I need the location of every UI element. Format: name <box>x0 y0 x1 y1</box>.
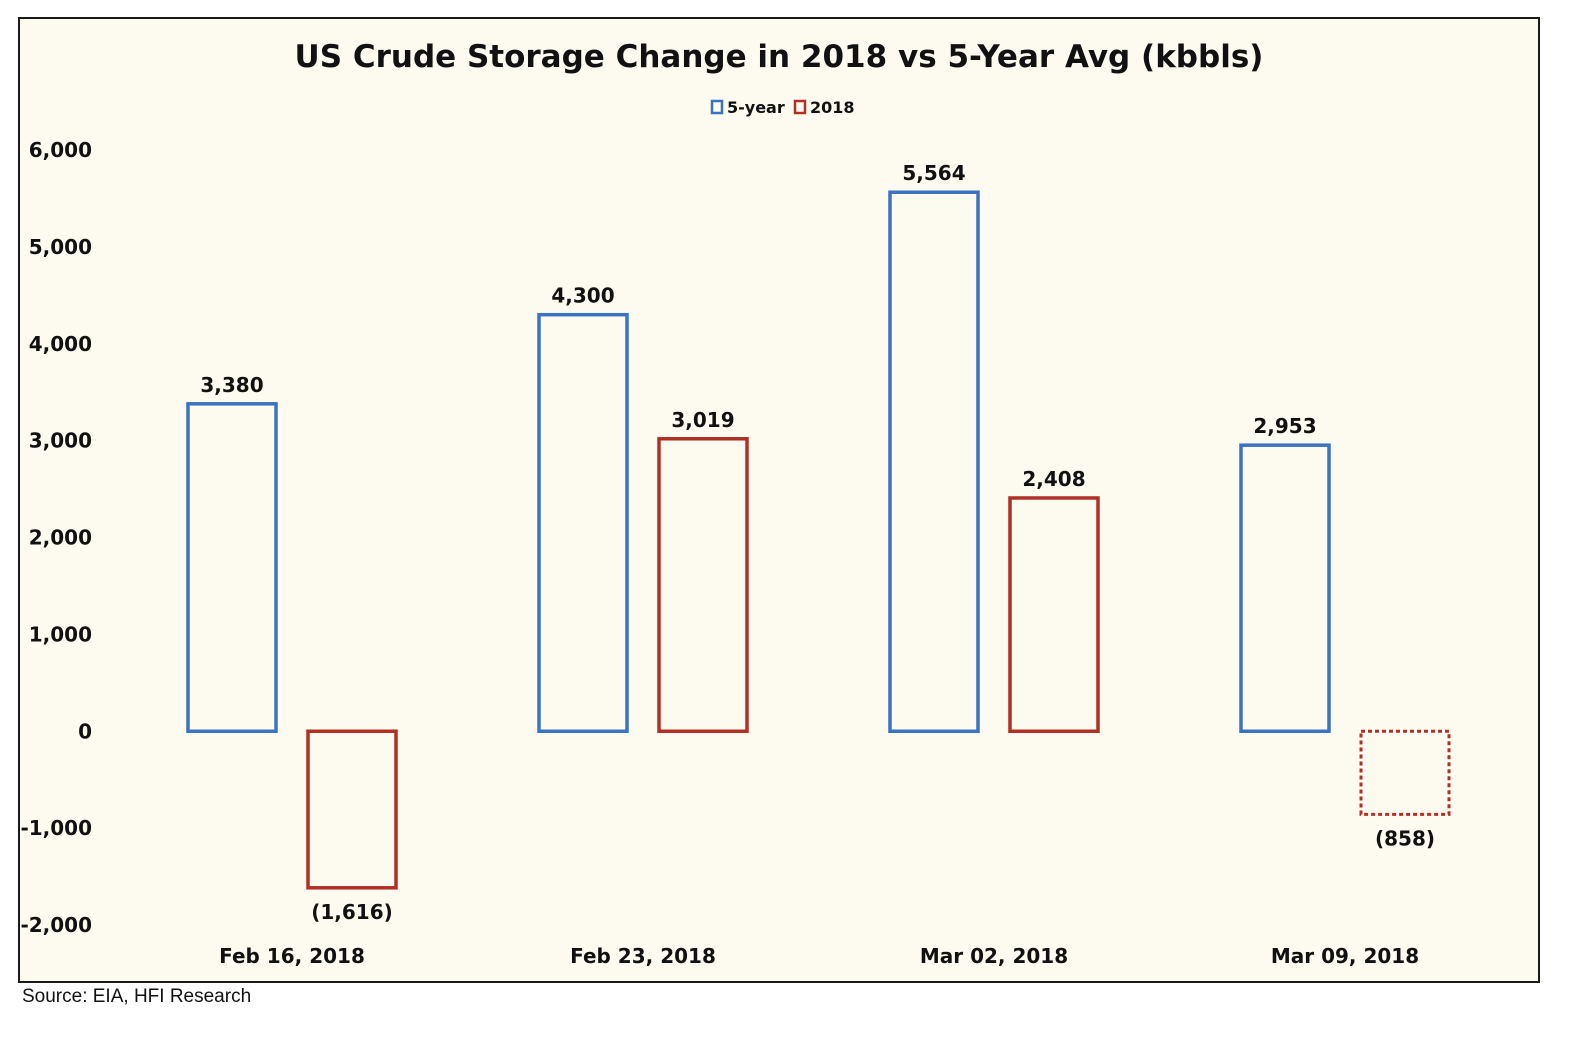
bar-five-year-0 <box>186 402 278 733</box>
chart-plot: US Crude Storage Change in 2018 vs 5-Yea… <box>20 39 1451 968</box>
y-axis: 6,000 5,000 4,000 3,000 2,000 1,000 0 -1,000 -2,… <box>20 138 92 937</box>
source-note: Source: EIA, HFI Research <box>22 986 252 1007</box>
y-tick-label: 2,000 <box>29 526 92 550</box>
legend-swatch-0 <box>710 99 724 115</box>
legend: 5-year 2018 <box>710 98 855 117</box>
data-label-five-year-1: 4,300 <box>551 284 614 308</box>
data-label-five-year-3: 2,953 <box>1253 414 1316 438</box>
y-tick-label: -1,000 <box>20 816 92 840</box>
data-label-year-2018-0: (1,616) <box>311 900 393 924</box>
y-tick-label: 5,000 <box>29 235 92 259</box>
bar-year-2018-3 <box>1359 729 1451 816</box>
y-tick-label: 4,000 <box>29 332 92 356</box>
data-label-five-year-0: 3,380 <box>200 373 263 397</box>
y-tick-label: 1,000 <box>29 622 92 646</box>
bars <box>186 190 1451 890</box>
bar-five-year-1 <box>537 312 629 733</box>
x-category-label: Mar 02, 2018 <box>920 944 1068 968</box>
data-labels: 3,380 4,300 5,564 2,953 (1,616) 3,019 2,408 (85… <box>200 161 1435 924</box>
bar-year-2018-0 <box>306 729 398 890</box>
data-label-year-2018-2: 2,408 <box>1022 467 1085 491</box>
y-tick-label: -2,000 <box>20 913 92 937</box>
x-category-label: Feb 16, 2018 <box>219 944 365 968</box>
data-label-year-2018-1: 3,019 <box>671 408 734 432</box>
y-tick-label: 6,000 <box>29 138 92 162</box>
x-axis: Feb 16, 2018 Feb 23, 2018 Mar 02, 2018 Mar … <box>219 944 1419 968</box>
bar-five-year-2 <box>888 190 980 734</box>
legend-swatch-1 <box>793 99 807 115</box>
x-category-label: Feb 23, 2018 <box>570 944 716 968</box>
y-tick-label: 3,000 <box>29 429 92 453</box>
x-category-label: Mar 09, 2018 <box>1271 944 1419 968</box>
bar-five-year-3 <box>1239 443 1331 733</box>
y-tick-label: 0 <box>78 719 92 743</box>
bar-year-2018-1 <box>657 437 749 733</box>
legend-label-1: 2018 <box>810 98 855 117</box>
chart-title: US Crude Storage Change in 2018 vs 5-Yea… <box>295 39 1264 75</box>
data-label-year-2018-3: (858) <box>1375 826 1435 850</box>
bar-year-2018-2 <box>1008 496 1100 733</box>
chart-frame: US Crude Storage Change in 2018 vs 5-Yea… <box>18 17 1540 983</box>
legend-label-0: 5-year <box>727 98 785 117</box>
data-label-five-year-2: 5,564 <box>902 161 965 185</box>
